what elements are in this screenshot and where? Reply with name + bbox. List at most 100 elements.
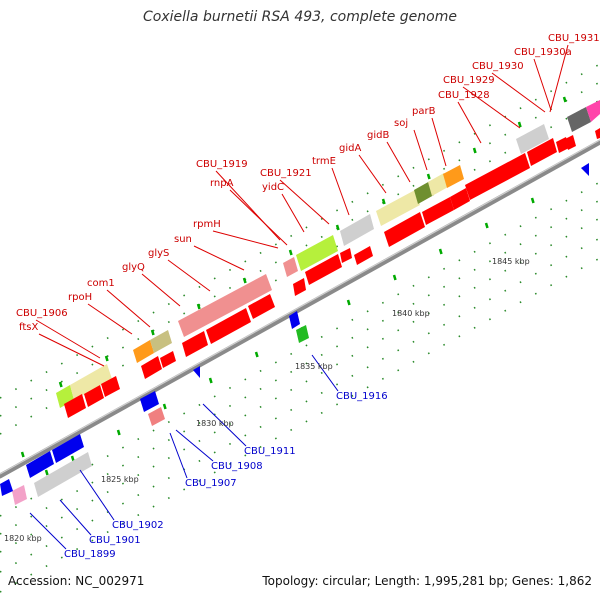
feature-box[interactable] [340, 248, 352, 263]
genome-backbone-highlight [0, 139, 600, 475]
gene-features [0, 100, 600, 505]
feature-box[interactable] [586, 100, 600, 122]
feature-box[interactable] [248, 294, 275, 319]
feature-box[interactable] [0, 479, 13, 496]
leader-line [279, 179, 330, 225]
gene-label-cbu_1930a[interactable]: CBU_1930a [514, 47, 572, 58]
tick-mark [381, 198, 386, 205]
leader-line [281, 193, 305, 233]
feature-box[interactable] [101, 376, 120, 397]
gene-label-cbu_1907[interactable]: CBU_1907 [185, 478, 237, 489]
gene-label-parb[interactable]: parB [412, 106, 436, 117]
tick-mark [254, 351, 259, 358]
gene-label-cbu_1931[interactable]: CBU_1931 [548, 33, 600, 44]
feature-box[interactable] [178, 274, 272, 337]
leader-line [331, 167, 350, 216]
feature-box[interactable] [414, 181, 434, 204]
gene-label-glys[interactable]: glyS [148, 248, 169, 259]
gene-label-gida[interactable]: gidA [339, 143, 361, 154]
feature-box[interactable] [150, 330, 172, 353]
feature-box[interactable] [465, 153, 530, 200]
gene-label-cbu_1902[interactable]: CBU_1902 [112, 520, 164, 531]
leader-line [549, 44, 569, 113]
feature-box[interactable] [428, 173, 448, 196]
feature-arrow[interactable] [581, 163, 589, 176]
scale-label: 1835 kbp [295, 362, 333, 371]
gene-label-rpmh[interactable]: rpmH [193, 219, 221, 230]
feature-box[interactable] [422, 197, 454, 225]
tick-mark [438, 248, 443, 255]
gene-label-glyq[interactable]: glyQ [122, 262, 145, 273]
tick-marks [20, 96, 567, 476]
leader-line [212, 230, 279, 249]
feature-box[interactable] [565, 135, 576, 150]
gene-label-cbu_1899[interactable]: CBU_1899 [64, 549, 116, 560]
gene-label-soj[interactable]: soj [394, 118, 408, 129]
leader-line [106, 289, 151, 328]
feature-box[interactable] [141, 356, 162, 379]
gene-label-com1[interactable]: com1 [87, 278, 115, 289]
feature-box[interactable] [84, 385, 104, 407]
feature-box[interactable] [70, 364, 112, 400]
genome-backbone [0, 139, 600, 479]
gene-label-gidb[interactable]: gidB [367, 130, 389, 141]
gene-label-rpoh[interactable]: rpoH [68, 292, 92, 303]
feature-arrow[interactable] [193, 366, 200, 378]
feature-box[interactable] [34, 452, 92, 497]
leader-line [175, 429, 214, 462]
feature-box[interactable] [305, 254, 342, 285]
feature-box[interactable] [450, 188, 470, 210]
gene-label-cbu_1901[interactable]: CBU_1901 [89, 535, 141, 546]
gene-label-yidc[interactable]: yidC [262, 182, 284, 193]
feature-box[interactable] [148, 407, 165, 426]
feature-box[interactable] [182, 331, 208, 357]
feature-box[interactable] [140, 391, 159, 412]
feature-box[interactable] [293, 278, 306, 296]
feature-box[interactable] [160, 351, 176, 368]
feature-box[interactable] [296, 235, 338, 271]
leader-line [35, 319, 101, 359]
gene-label-cbu_1930[interactable]: CBU_1930 [472, 61, 524, 72]
feature-box[interactable] [376, 190, 420, 226]
feature-box[interactable] [26, 451, 54, 478]
gene-label-cbu_1908[interactable]: CBU_1908 [211, 461, 263, 472]
gene-label-cbu_1928[interactable]: CBU_1928 [438, 90, 490, 101]
gene-label-trme[interactable]: trmE [312, 156, 336, 167]
feature-box[interactable] [516, 124, 549, 154]
leader-line [87, 303, 133, 335]
tick-mark [392, 274, 397, 281]
feature-box[interactable] [595, 128, 600, 139]
feature-box[interactable] [296, 325, 309, 343]
feature-box[interactable] [340, 214, 374, 246]
gene-label-cbu_1919[interactable]: CBU_1919 [196, 159, 248, 170]
tick-mark [517, 121, 522, 128]
gene-label-cbu_1929[interactable]: CBU_1929 [443, 75, 495, 86]
tick-mark [472, 147, 477, 154]
leader-line [358, 154, 387, 194]
feature-box[interactable] [12, 485, 27, 505]
scale-labels: 1820 kbp 1825 kbp 1830 kbp 1835 kbp 1840 kbp… [4, 257, 530, 543]
gene-label-cbu_1921[interactable]: CBU_1921 [260, 168, 312, 179]
feature-box[interactable] [567, 107, 591, 132]
feature-box[interactable] [206, 308, 251, 344]
feature-box[interactable] [52, 434, 84, 463]
gene-label-ftsx[interactable]: ftsX [19, 322, 38, 333]
feature-box[interactable] [133, 340, 154, 363]
map-title: Coxiella burnetii RSA 493, complete geno… [143, 9, 457, 25]
feature-box[interactable] [289, 311, 300, 329]
gene-label-rnpa[interactable]: rnpA [210, 178, 234, 189]
feature-box[interactable] [64, 394, 86, 418]
gene-label-cbu_1906[interactable]: CBU_1906 [16, 308, 68, 319]
tick-mark [104, 355, 109, 362]
gene-label-sun[interactable]: sun [174, 234, 192, 245]
gene-label-cbu_1911[interactable]: CBU_1911 [244, 446, 296, 457]
leader-lines [29, 44, 569, 550]
feature-box[interactable] [527, 138, 557, 166]
feature-box[interactable] [384, 212, 425, 247]
feature-box[interactable] [443, 165, 464, 188]
feature-box[interactable] [283, 257, 298, 277]
leader-line [79, 469, 115, 521]
feature-box[interactable] [354, 246, 373, 265]
gene-label-cbu_1916[interactable]: CBU_1916 [336, 391, 388, 402]
tick-mark [116, 429, 121, 436]
